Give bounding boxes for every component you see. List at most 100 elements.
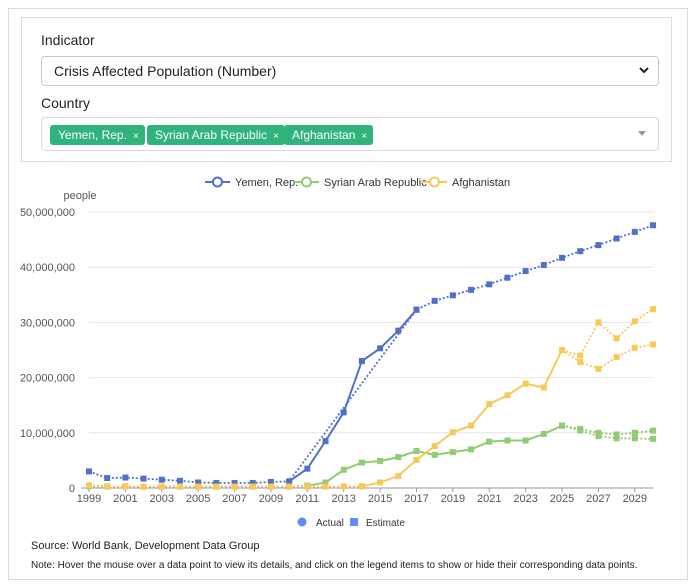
indicator-select[interactable]: Crisis Affected Population (Number) [41, 56, 659, 86]
estimate-line [561, 308, 654, 357]
data-point [468, 286, 475, 293]
data-point [650, 306, 656, 313]
y-tick-label: 0 [69, 483, 75, 495]
data-point [631, 344, 638, 351]
data-point [358, 459, 365, 466]
data-point [140, 483, 147, 490]
data-point [340, 483, 347, 490]
data-point [158, 476, 165, 483]
data-point [322, 479, 329, 486]
data-point [650, 222, 656, 229]
data-point [195, 479, 202, 486]
data-point [267, 483, 274, 490]
data-point [540, 384, 547, 391]
data-point [577, 427, 584, 434]
data-point [431, 297, 438, 304]
estimate-legend-marker [350, 518, 358, 526]
y-tick-label: 50,000,000 [20, 207, 75, 219]
estimate-line [561, 424, 654, 440]
country-tag[interactable]: Yemen, Rep. × [50, 125, 145, 145]
x-tick-label: 2021 [477, 493, 501, 505]
remove-tag-icon[interactable]: × [132, 131, 139, 142]
estimate-legend-label: Estimate [366, 518, 405, 529]
data-point [650, 427, 656, 434]
x-tick-label: 2013 [331, 493, 355, 505]
data-point [340, 409, 347, 416]
chevron-down-icon [638, 57, 650, 95]
data-point [104, 483, 111, 490]
data-point [176, 477, 183, 484]
legend-marker [301, 176, 312, 188]
estimate-line [561, 424, 654, 436]
data-point [449, 292, 456, 299]
x-tick-label: 2019 [441, 493, 465, 505]
data-point [577, 352, 584, 359]
data-point [559, 347, 566, 353]
data-point [249, 483, 256, 490]
data-point [595, 365, 602, 372]
data-point [395, 327, 402, 334]
remove-tag-icon[interactable]: × [361, 131, 368, 142]
x-tick-label: 2027 [586, 493, 610, 505]
x-tick-label: 2011 [295, 493, 319, 505]
data-point [540, 430, 547, 437]
x-tick-label: 2029 [623, 493, 647, 505]
data-point [504, 392, 511, 399]
actual-legend-marker [297, 517, 307, 527]
data-point [631, 228, 638, 235]
x-tick-label: 2001 [113, 493, 137, 505]
data-point [213, 483, 220, 490]
x-tick-label: 1999 [77, 493, 101, 505]
country-tag-label: Syrian Arab Republic [155, 128, 268, 142]
data-point [504, 274, 511, 281]
country-tag[interactable]: Syrian Arab Republic × [147, 125, 285, 145]
data-point [322, 483, 329, 490]
data-point [522, 380, 529, 387]
actual-line [288, 309, 418, 483]
data-point [631, 429, 638, 436]
data-point [286, 478, 293, 485]
y-tick-label: 20,000,000 [20, 373, 75, 385]
data-point [650, 341, 656, 348]
legend-label: Yemen, Rep. [235, 177, 298, 189]
country-multiselect[interactable]: Yemen, Rep. × Syrian Arab Republic × Afgha… [41, 117, 659, 151]
data-point [468, 446, 475, 453]
x-tick-label: 2009 [259, 493, 283, 505]
data-point [468, 422, 475, 429]
data-point [140, 475, 147, 482]
x-tick-label: 2005 [186, 493, 210, 505]
data-point [613, 435, 620, 442]
legend-label: Syrian Arab Republic [324, 177, 427, 189]
data-point [595, 242, 602, 249]
data-point [122, 483, 129, 490]
y-tick-label: 40,000,000 [20, 262, 75, 274]
filter-panel [21, 17, 672, 162]
data-point [486, 281, 493, 288]
y-axis-label: people [63, 190, 96, 202]
data-point [231, 483, 238, 490]
data-point [176, 483, 183, 490]
data-point [377, 457, 384, 464]
data-point [213, 480, 220, 487]
actual-line [361, 349, 563, 488]
data-point [449, 449, 456, 456]
data-point [559, 254, 566, 261]
dropdown-arrow-icon[interactable] [638, 131, 646, 136]
data-point [86, 482, 92, 489]
country-tag[interactable]: Afghanistan × [284, 125, 374, 145]
data-point [486, 438, 493, 445]
data-point [613, 431, 620, 438]
estimate-line [561, 343, 654, 370]
actual-legend-label: Actual [316, 518, 344, 529]
remove-tag-icon[interactable]: × [273, 131, 279, 142]
legend-label: Afghanistan [452, 177, 510, 189]
y-tick-label: 10,000,000 [20, 428, 75, 440]
data-point [286, 483, 293, 490]
x-tick-label: 2015 [368, 493, 392, 505]
data-point [104, 475, 111, 482]
data-point [522, 268, 529, 275]
data-point [122, 474, 129, 481]
data-point [522, 437, 529, 444]
source-text: Source: World Bank, Development Data Gro… [31, 540, 260, 552]
